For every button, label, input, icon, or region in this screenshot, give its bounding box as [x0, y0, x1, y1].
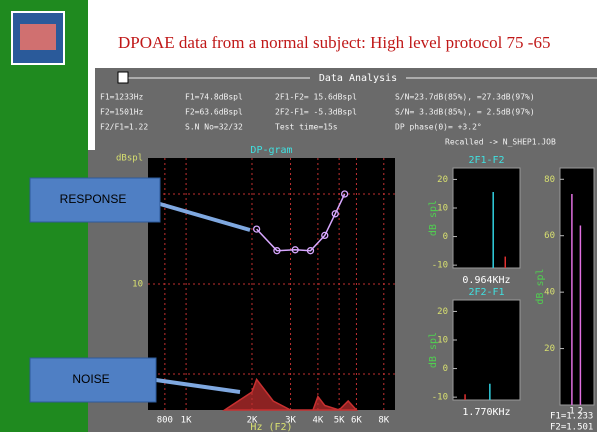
x-tick-label: 4K: [312, 416, 323, 426]
slide-title: DPOAE data from a normal subject: High l…: [118, 33, 550, 52]
x-tick-label: 8K: [378, 416, 389, 426]
chart-title: 2F2-F1: [468, 287, 504, 298]
data-point: [306, 247, 315, 255]
y-tick-label: -10: [432, 393, 448, 403]
response-line: [256, 193, 346, 252]
plot-area: [452, 167, 521, 269]
y-tick-label: 40: [544, 288, 555, 298]
y-tick-label: 10: [437, 336, 448, 346]
y-axis-label: dB spl: [428, 200, 439, 236]
info-text: DP phase(0)= +3.2°: [395, 123, 482, 132]
y-tick-label: -10: [432, 261, 448, 271]
info-text: F1=74.8dBspl: [185, 93, 243, 102]
x-tick-label: 1: [569, 407, 574, 417]
noise-area: [222, 377, 359, 411]
y-tick-label: 20: [437, 175, 448, 185]
plot-area: [452, 299, 521, 401]
info-text: S/N=23.7dB(85%), =27.3dB(97%): [395, 93, 535, 102]
data-point: [273, 247, 281, 255]
y-tick-label: 0: [443, 364, 448, 374]
info-text: S.N No=32/32: [185, 123, 243, 132]
chart-title: DP-gram: [250, 145, 292, 156]
window-button[interactable]: [117, 71, 129, 84]
x-tick-label: 2K: [247, 416, 258, 426]
y-tick-label: 10: [132, 280, 143, 290]
data-point: [321, 231, 329, 240]
callouts: [29, 177, 251, 403]
callout-box: [29, 177, 161, 223]
data-point: [291, 246, 299, 254]
x-tick-label: 5K: [334, 416, 345, 426]
data-point: [331, 210, 339, 218]
x-axis-label: 1.770KHz: [462, 407, 510, 418]
data-point: [252, 225, 261, 233]
logo-detail: [20, 24, 56, 50]
x-axis-label: 0.964KHz: [462, 275, 510, 286]
data-point: [341, 190, 349, 198]
info-text: F2=1501Hz: [100, 108, 144, 117]
info-text: 2F2-F1= -5.3dBspl: [275, 108, 357, 117]
y-axis-label: dB spl: [535, 268, 546, 304]
plot-area: [148, 158, 395, 410]
x-tick-label: 2: [578, 407, 583, 417]
y-tick-label: 60: [544, 231, 555, 241]
x-tick-label: 3K: [285, 416, 296, 426]
y-tick-label: 20: [544, 344, 555, 354]
note: F2=1.501: [550, 423, 593, 432]
info-text: S/N= 3.3dB(85%), = 2.5dB(97%): [395, 108, 535, 117]
plot-area: [559, 167, 595, 406]
y-axis-label: dBspl: [116, 154, 143, 164]
window-title: Data Analysis: [319, 73, 397, 84]
info-text: F2/F1=1.22: [100, 123, 148, 132]
x-axis-label: Hz (F2): [250, 422, 292, 432]
y-tick-label: 20: [437, 307, 448, 317]
arrow: [155, 378, 241, 394]
x-tick-label: 800: [157, 416, 173, 426]
y-tick-label: 10: [437, 204, 448, 214]
info-text: F1=1233Hz: [100, 93, 144, 102]
chart-title: 2F1-F2: [468, 155, 504, 166]
info-text: F2=63.6dBspl: [185, 108, 243, 117]
info-text: 2F1-F2= 15.6dBspl: [275, 93, 357, 102]
callout-box: [29, 357, 157, 403]
y-axis-label: dB spl: [428, 332, 439, 368]
y-tick-label: 80: [544, 175, 555, 185]
x-tick-label: 1K: [181, 416, 192, 426]
callout-label: NOISE: [72, 372, 109, 386]
arrow: [159, 202, 251, 232]
x-tick-label: 6K: [351, 416, 362, 426]
title-bar-bg: [310, 72, 406, 84]
y-tick-label: 0: [443, 232, 448, 242]
info-text: Test time=15s: [275, 123, 338, 132]
note: F1=1.233: [550, 412, 593, 422]
info-text: Recalled -> N_SHEP1.JOB: [445, 138, 556, 147]
callout-label: RESPONSE: [60, 192, 127, 206]
